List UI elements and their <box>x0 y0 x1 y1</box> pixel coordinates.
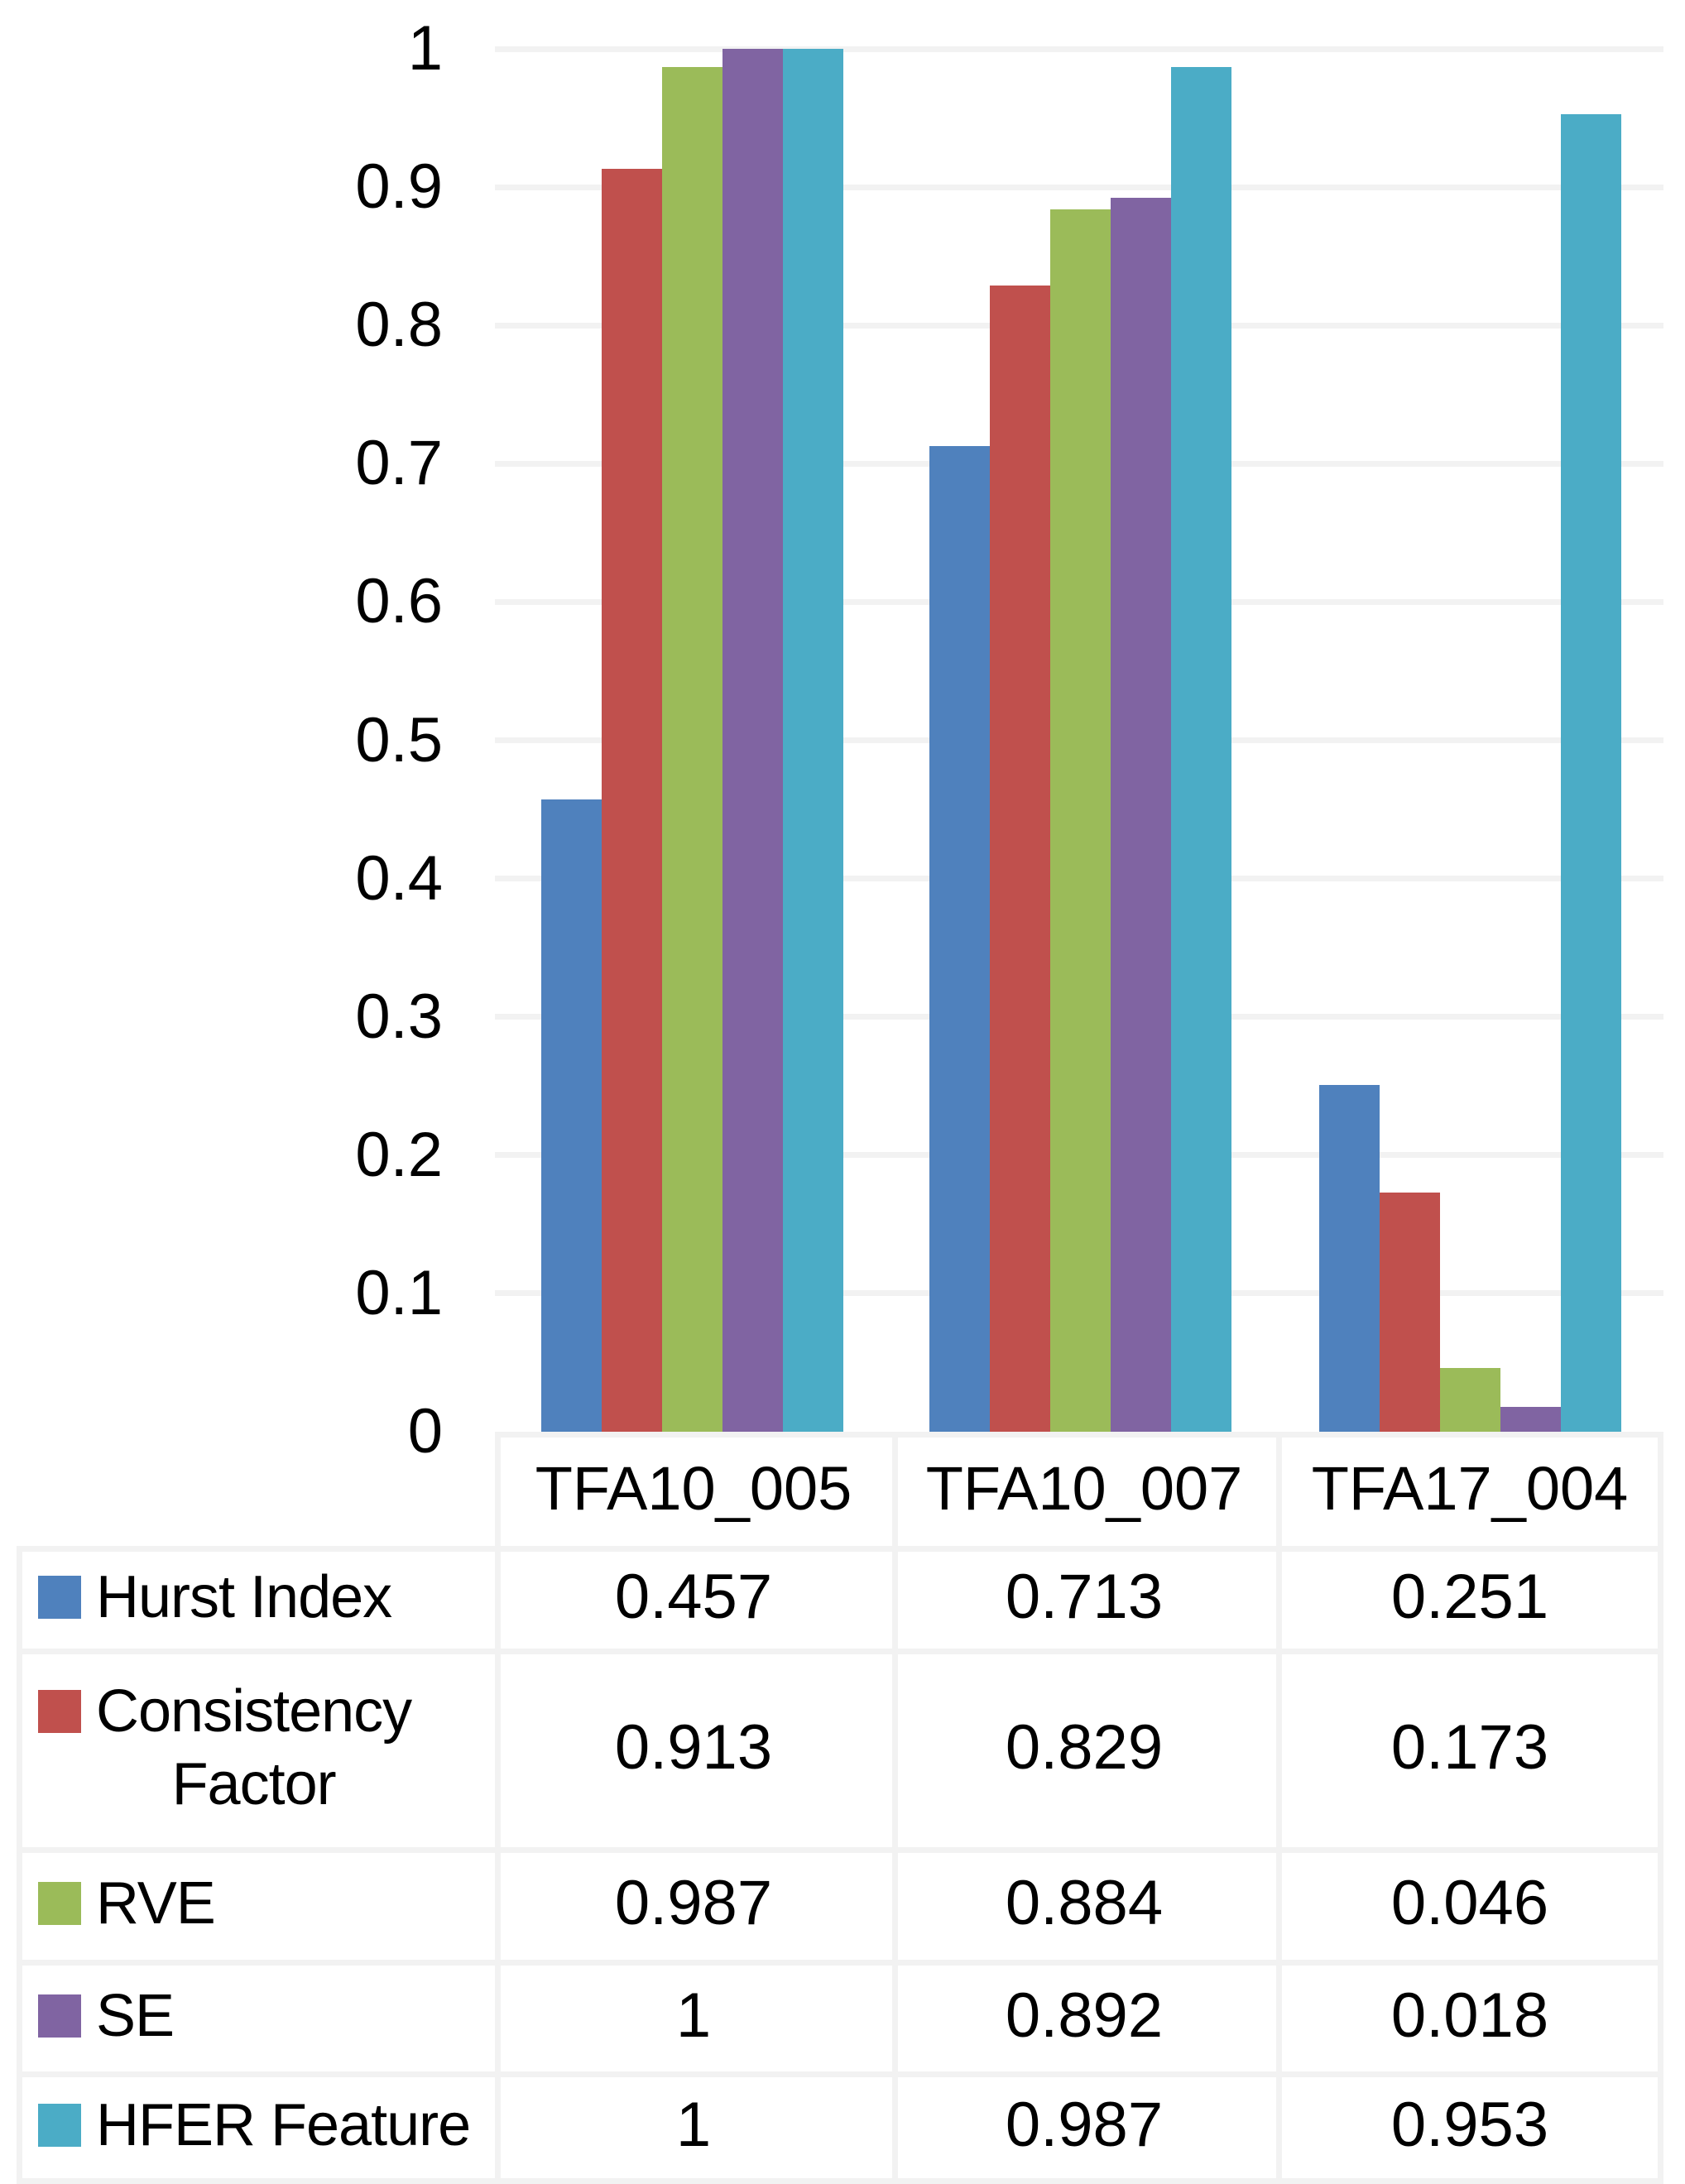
y-axis-tick-label: 0.9 <box>355 151 443 222</box>
table-border-line <box>17 1960 1663 1966</box>
legend-label: Consistency Factor <box>96 1678 412 1817</box>
value-cell: 0.953 <box>1390 2089 1549 2160</box>
bar-rve <box>1050 209 1111 1432</box>
value-cell: 1 <box>675 2089 712 2160</box>
y-axis-tick-label: 0.7 <box>355 428 443 498</box>
legend-cell: SE <box>17 1960 495 2071</box>
value-cell: 0.892 <box>1005 1980 1164 2051</box>
y-axis-tick-label: 0.3 <box>355 982 443 1052</box>
legend-cell: Hurst Index <box>17 1546 495 1649</box>
legend-label: HFER Feature <box>96 2091 471 2158</box>
value-cell: 0.018 <box>1390 1980 1549 2051</box>
bar-hfer-feature <box>783 49 843 1432</box>
table-border-line <box>495 1432 501 2184</box>
value-cell: 1 <box>675 1980 712 2051</box>
value-cell: 0.173 <box>1390 1712 1549 1783</box>
y-axis-tick-label: 0 <box>407 1396 443 1466</box>
gridline <box>495 185 1663 190</box>
legend-cell: Consistency Factor <box>17 1649 495 1847</box>
value-cell: 0.829 <box>1005 1712 1164 1783</box>
bar-rve <box>1440 1368 1500 1432</box>
legend-marker-hurst-index <box>38 1576 81 1619</box>
table-border-line <box>17 2071 1663 2077</box>
bar-se <box>1111 198 1171 1432</box>
bar-hurst-index <box>541 799 602 1432</box>
bar-hfer-feature <box>1561 114 1621 1432</box>
value-cell: 0.046 <box>1390 1868 1549 1938</box>
legend-cell: RVE <box>17 1847 495 1960</box>
bar-consistency-factor <box>602 169 662 1432</box>
y-axis-tick-label: 0.1 <box>355 1258 443 1328</box>
table-border-line <box>1276 1432 1282 2184</box>
table-border-line <box>495 1432 1663 1438</box>
category-header-cell: TFA17_004 <box>1311 1454 1629 1523</box>
value-cell: 0.713 <box>1005 1562 1164 1632</box>
y-axis-tick-label: 0.8 <box>355 290 443 360</box>
bar-hurst-index <box>1319 1085 1380 1432</box>
legend-label: RVE <box>96 1870 216 1937</box>
legend-label: SE <box>96 1982 175 2049</box>
table-border-line <box>17 1546 1663 1552</box>
bar-se <box>722 49 783 1432</box>
y-axis-tick-label: 1 <box>407 13 443 84</box>
table-border-line <box>17 2178 1663 2184</box>
legend-marker-se <box>38 1994 81 2038</box>
bar-hurst-index <box>929 446 990 1432</box>
bar-rve <box>662 67 722 1432</box>
legend-cell: HFER Feature <box>17 2071 495 2178</box>
value-cell: 0.987 <box>614 1868 773 1938</box>
value-cell: 0.913 <box>614 1712 773 1783</box>
bar-hfer-feature <box>1171 67 1231 1432</box>
bar-consistency-factor <box>990 286 1050 1432</box>
value-cell: 0.251 <box>1390 1562 1549 1632</box>
legend-label: Hurst Index <box>96 1564 392 1630</box>
category-header-cell: TFA10_005 <box>535 1454 852 1523</box>
y-axis-tick-label: 0.2 <box>355 1120 443 1190</box>
table-border-line <box>1658 1432 1663 2184</box>
value-cell: 0.457 <box>614 1562 773 1632</box>
y-axis-tick-label: 0.4 <box>355 843 443 914</box>
table-border-line <box>17 1847 1663 1853</box>
bar-se <box>1500 1407 1561 1432</box>
table-border-line <box>892 1432 898 2184</box>
legend-marker-consistency-factor <box>38 1690 81 1733</box>
y-axis-tick-label: 0.5 <box>355 705 443 775</box>
bar-consistency-factor <box>1380 1193 1440 1432</box>
table-border-line <box>17 1546 22 2184</box>
category-header-cell: TFA10_007 <box>925 1454 1243 1523</box>
legend-marker-hfer-feature <box>38 2103 81 2147</box>
y-axis-tick-label: 0.6 <box>355 566 443 636</box>
table-border-line <box>17 1649 1663 1654</box>
legend-marker-rve <box>38 1882 81 1925</box>
value-cell: 0.987 <box>1005 2089 1164 2160</box>
gridline <box>495 46 1663 52</box>
value-cell: 0.884 <box>1005 1868 1164 1938</box>
